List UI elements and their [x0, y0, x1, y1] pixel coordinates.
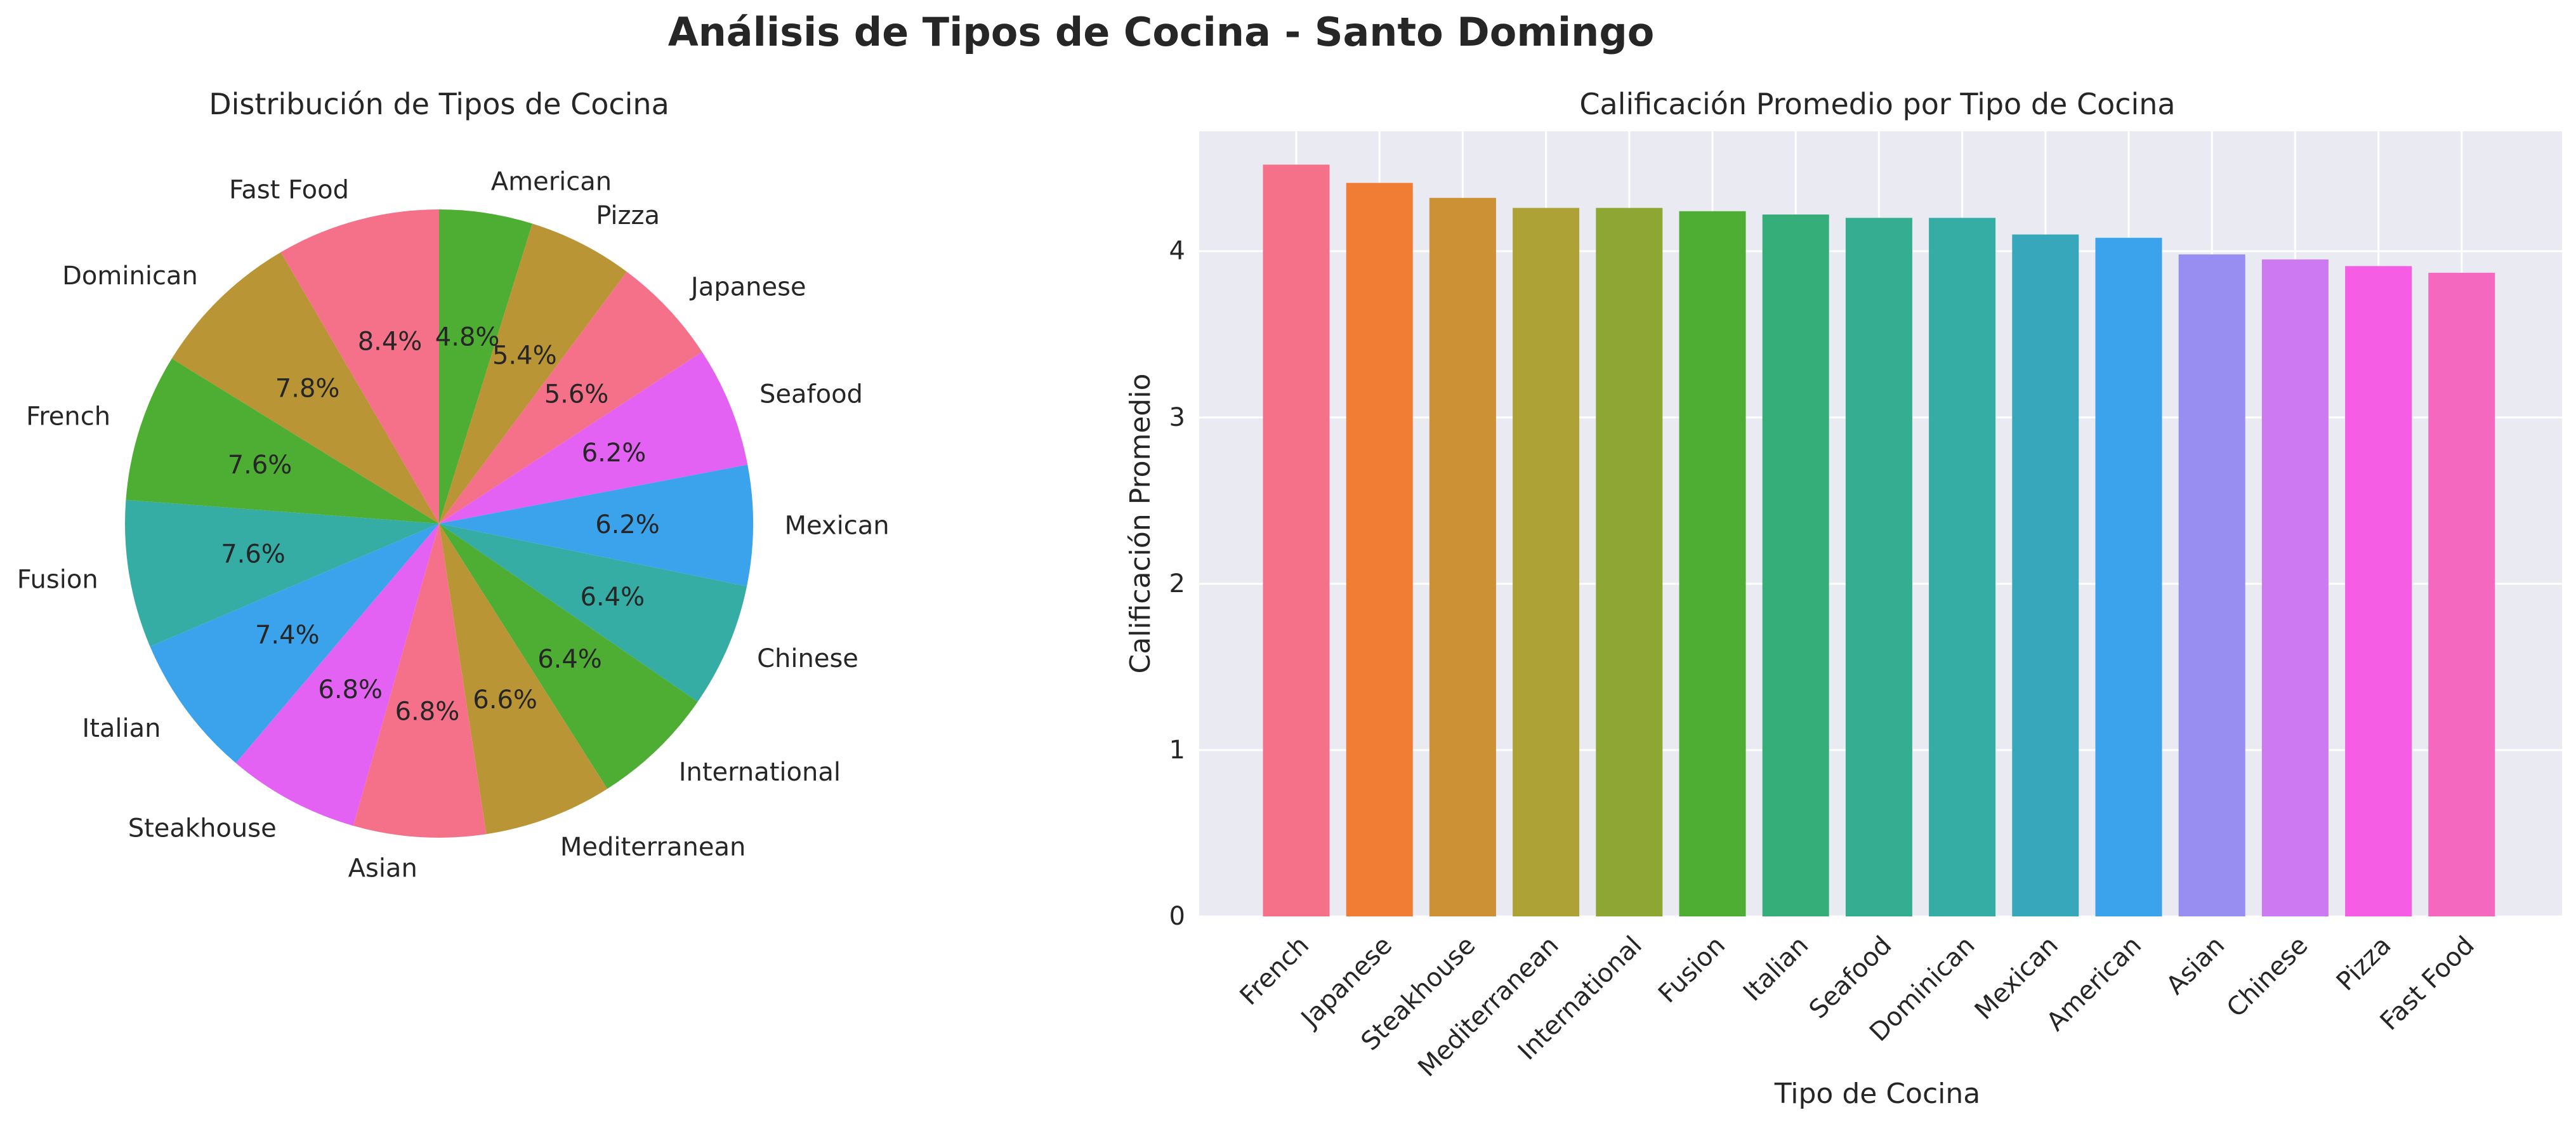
- bar-mediterranean: [1513, 208, 1579, 916]
- bar-chinese: [2262, 260, 2329, 916]
- pie-pct-label-steakhouse: 6.8%: [318, 675, 383, 704]
- x-tick-label-chinese: Chinese: [2221, 931, 2314, 1024]
- x-tick-labels: FrenchJapaneseSteakhouseMediterraneanInt…: [1235, 931, 2480, 1083]
- bar-title: Calificación Promedio por Tipo de Cocina: [1579, 87, 2175, 121]
- x-tick-label-italian: Italian: [1738, 931, 1814, 1007]
- pie-label-fusion: Fusion: [17, 565, 98, 595]
- pie-pct-label-chinese: 6.4%: [580, 583, 645, 612]
- pie-label-steakhouse: Steakhouse: [128, 814, 277, 843]
- pie-label-fast-food: Fast Food: [229, 175, 349, 204]
- bar-asian: [2179, 254, 2245, 916]
- bar-mexican: [2012, 235, 2079, 917]
- y-tick-label: 3: [1169, 403, 1185, 432]
- bar-chart: Calificación Promedio por Tipo de Cocina…: [1124, 87, 2562, 1110]
- pie-label-chinese: Chinese: [757, 644, 858, 673]
- pie-label-japanese: Japanese: [689, 272, 806, 301]
- y-tick-labels: 0 1 2 3 4: [1169, 237, 1185, 931]
- bar-japanese: [1346, 183, 1413, 916]
- pie-label-seafood: Seafood: [759, 380, 863, 409]
- pie-label-pizza: Pizza: [596, 201, 660, 230]
- pie-pct-label-dominican: 7.8%: [275, 374, 340, 403]
- bar-fusion: [1679, 211, 1746, 916]
- bar-steakhouse: [1429, 198, 1496, 916]
- pie-pct-label-italian: 7.4%: [255, 621, 320, 650]
- bar-american: [2096, 238, 2162, 916]
- pie-pct-label-international: 6.4%: [537, 645, 602, 674]
- pie-label-asian: Asian: [348, 854, 417, 883]
- bar-seafood: [1846, 218, 1912, 916]
- pie-label-dominican: Dominican: [62, 261, 198, 291]
- figure-suptitle: Análisis de Tipos de Cocina - Santo Domi…: [668, 9, 1655, 55]
- y-tick-label: 0: [1169, 902, 1185, 931]
- pie-label-international: International: [679, 758, 841, 787]
- pie-label-italian: Italian: [82, 714, 161, 743]
- x-axis-label: Tipo de Cocina: [1774, 1078, 1980, 1110]
- pie-pct-label-asian: 6.8%: [395, 697, 460, 726]
- pie-label-mediterranean: Mediterranean: [560, 833, 746, 862]
- bar-pizza: [2345, 266, 2412, 916]
- pie-pct-label-pizza: 5.4%: [492, 341, 557, 370]
- y-tick-label: 1: [1169, 736, 1185, 765]
- bar-fast-food: [2428, 273, 2495, 916]
- x-tick-label-asian: Asian: [2161, 931, 2231, 1001]
- x-tick-label-french: French: [1235, 931, 1315, 1012]
- pie-label-mexican: Mexican: [785, 511, 890, 540]
- bar-series: [1263, 164, 2495, 916]
- pie-pct-label-mexican: 6.2%: [595, 510, 660, 539]
- pie-pct-label-japanese: 5.6%: [544, 380, 609, 409]
- pie-pct-label-fast-food: 8.4%: [358, 327, 423, 356]
- x-tick-label-mediterranean: Mediterranean: [1412, 931, 1564, 1083]
- bar-international: [1596, 208, 1662, 916]
- bar-italian: [1763, 215, 1829, 916]
- y-tick-label: 4: [1169, 237, 1185, 266]
- bar-dominican: [1929, 218, 1995, 916]
- pie-title: Distribución de Tipos de Cocina: [209, 87, 669, 121]
- x-tick-label-fusion: Fusion: [1653, 931, 1731, 1009]
- y-tick-label: 2: [1169, 569, 1185, 598]
- y-axis-label: Calificación Promedio: [1124, 373, 1157, 673]
- pie-pct-label-fusion: 7.6%: [221, 539, 286, 569]
- pie-pct-label-french: 7.6%: [228, 451, 292, 480]
- pie-chart: Distribución de Tipos de Cocina 4.8% Amer…: [17, 87, 890, 883]
- pie-label-american: American: [491, 168, 612, 197]
- pie-pct-label-seafood: 6.2%: [582, 439, 647, 468]
- x-tick-label-pizza: Pizza: [2331, 931, 2397, 997]
- bar-french: [1263, 164, 1330, 916]
- pie-label-french: French: [26, 402, 110, 432]
- pie-pct-label-mediterranean: 6.6%: [473, 685, 537, 715]
- pie-pct-label-american: 4.8%: [435, 322, 500, 352]
